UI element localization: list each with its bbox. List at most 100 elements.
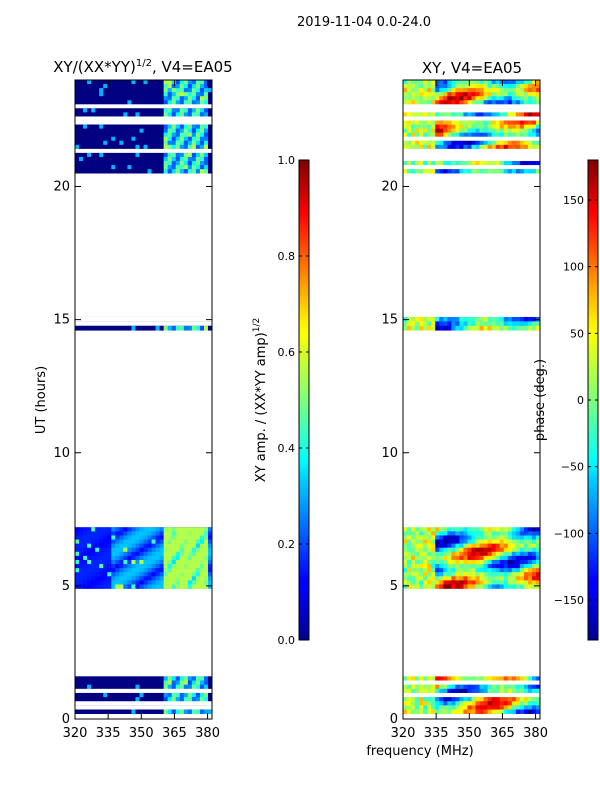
phase-heatmap-cell [487,576,492,581]
amplitude-heatmap-cell [123,325,128,331]
phase-ytick-label: 5 [390,579,398,594]
phase-heatmap-cell [523,684,529,690]
amplitude-heatmap-cell [107,161,112,166]
phase-heatmap-cell [491,684,496,690]
amplitude-heatmap-cell [175,539,181,544]
phase-heatmap-cell [419,701,424,706]
amplitude-heatmap-cell [167,684,173,690]
phase-heatmap-cell [487,568,492,573]
amplitude-heatmap-cell [151,551,156,557]
amplitude-heatmap-cell [163,709,168,714]
phase-heatmap-cell [467,572,472,577]
amplitude-heatmap-cell [183,169,189,174]
amplitude-heatmap-cell [187,572,193,577]
amplitude-heatmap-cell [99,680,104,685]
amplitude-heatmap-cell [183,165,189,170]
phase-heatmap-cell [523,701,529,706]
amplitude-heatmap-cell [195,84,201,89]
amplitude-heatmap-cell [95,539,100,544]
amplitude-heatmap-cell [99,112,104,117]
amplitude-data-block [75,527,212,589]
amplitude-heatmap-cell [115,152,120,158]
phase-heatmap-cell [491,124,496,129]
phase-heatmap-cell [455,576,460,581]
phase-heatmap-cell [487,543,492,549]
phase-heatmap-cell [463,169,468,174]
phase-heatmap-cell [515,547,521,553]
amplitude-heatmap-cell [107,564,112,569]
phase-heatmap-cell [523,539,529,544]
amplitude-heatmap-cell [75,161,80,166]
amplitude-heatmap-cell [203,684,209,690]
amplitude-heatmap-cell [191,132,197,138]
phase-heatmap-cell [487,688,492,694]
amplitude-heatmap-cell [115,161,120,166]
phase-heatmap-cell [427,547,432,553]
amplitude-heatmap-cell [87,543,92,549]
phase-heatmap-cell [455,535,460,540]
amplitude-heatmap-cell [139,325,144,331]
amplitude-heatmap-cell [187,535,193,540]
amplitude-heatmap-cell [87,124,92,129]
phase-heatmap-cell [459,697,464,702]
amplitude-heatmap-cell [187,555,193,561]
amplitude-heatmap-cell [191,152,197,158]
phase-heatmap-cell [515,543,521,549]
phase-heatmap-cell [519,161,525,166]
phase-heatmap-cell [519,96,525,101]
phase-heatmap-cell [435,688,440,694]
amplitude-heatmap-cell [83,572,88,577]
phase-heatmap-cell [403,169,408,174]
amplitude-heatmap-cell [75,88,80,93]
amplitude-heatmap-cell [91,531,96,536]
phase-heatmap-cell [475,112,480,117]
amplitude-heatmap-cell [151,100,156,105]
phase-heatmap-cell [519,88,525,93]
phase-heatmap-cell [527,697,533,702]
phase-heatmap-cell [479,321,484,327]
phase-heatmap-cell [427,555,432,561]
amplitude-heatmap-cell [87,680,92,685]
phase-heatmap-cell [443,144,448,150]
phase-heatmap-cell [411,92,416,97]
amplitude-heatmap-cell [163,697,168,702]
phase-heatmap-cell [443,161,448,166]
phase-heatmap-cell [419,132,424,138]
phase-heatmap-cell [515,564,521,569]
phase-heatmap-cell [471,169,476,174]
phase-heatmap-cell [503,576,509,581]
amplitude-heatmap-cell [131,156,136,162]
amplitude-heatmap-cell [167,136,173,142]
phase-heatmap-cell [515,144,521,150]
amplitude-heatmap-cell [79,88,84,93]
phase-heatmap-cell [423,535,428,540]
amplitude-heatmap-cell [187,144,193,150]
amplitude-heatmap-cell [171,709,177,714]
amplitude-heatmap-cell [79,580,84,585]
phase-heatmap-cell [491,709,496,714]
phase-heatmap-cell [479,547,484,553]
phase-heatmap-cell [407,169,412,174]
phase-heatmap-cell [491,584,496,589]
phase-heatmap-cell [411,547,416,553]
amplitude-heatmap-cell [199,539,205,544]
phase-heatmap-cell [491,325,496,331]
phase-heatmap-cell [439,321,444,327]
phase-heatmap-cell [451,96,456,101]
phase-heatmap-cell [431,120,436,125]
phase-heatmap-cell [439,140,444,146]
amplitude-heatmap-cell [171,676,177,681]
amplitude-heatmap-cell [163,531,168,536]
phase-heatmap-cell [439,124,444,129]
phase-heatmap-cell [475,132,480,138]
amplitude-heatmap-cell [175,551,181,557]
amplitude-heatmap-cell [115,96,120,101]
phase-heatmap-cell [447,96,452,101]
phase-heatmap-cell [511,551,517,557]
phase-heatmap-cell [483,568,488,573]
phase-heatmap-cell [403,576,408,581]
phase-heatmap-cell [435,128,440,133]
amplitude-heatmap-cell [123,576,128,581]
phase-heatmap-cell [411,100,416,105]
amplitude-heatmap-cell [187,161,193,166]
